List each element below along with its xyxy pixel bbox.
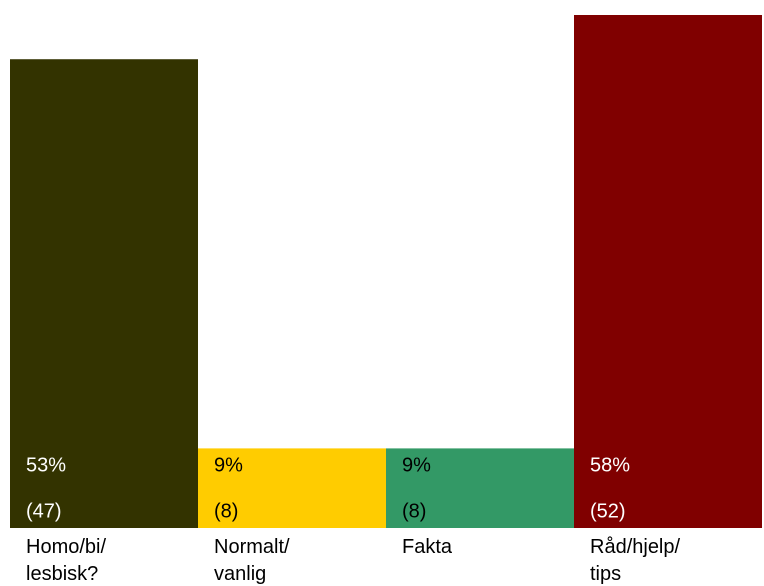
x-tick-label: Råd/hjelp/tips xyxy=(590,536,681,585)
x-tick-label: Homo/bi/lesbisk? xyxy=(26,536,106,585)
x-tick-label-line: lesbisk? xyxy=(26,563,98,585)
count-label: (8) xyxy=(402,500,426,522)
x-tick-label-line: Råd/hjelp/ xyxy=(590,536,681,558)
bar xyxy=(10,59,198,529)
value-label: 53% xyxy=(26,454,66,476)
x-tick-label-line: Homo/bi/ xyxy=(26,536,106,558)
value-label: 9% xyxy=(402,454,431,476)
x-tick-label-line: tips xyxy=(590,563,621,585)
x-tick-label-line: Fakta xyxy=(402,536,453,558)
value-label: 58% xyxy=(590,454,630,476)
x-tick-label-line: vanlig xyxy=(214,563,266,585)
value-label: 9% xyxy=(214,454,243,476)
x-tick-label-line: Normalt/ xyxy=(214,536,290,558)
bar xyxy=(574,15,762,528)
bar xyxy=(198,448,386,528)
x-tick-label: Normalt/vanlig xyxy=(214,536,290,585)
bar xyxy=(386,448,574,528)
count-label: (52) xyxy=(590,500,626,522)
count-label: (47) xyxy=(26,500,62,522)
x-tick-label: Fakta xyxy=(402,536,453,558)
count-label: (8) xyxy=(214,500,238,522)
